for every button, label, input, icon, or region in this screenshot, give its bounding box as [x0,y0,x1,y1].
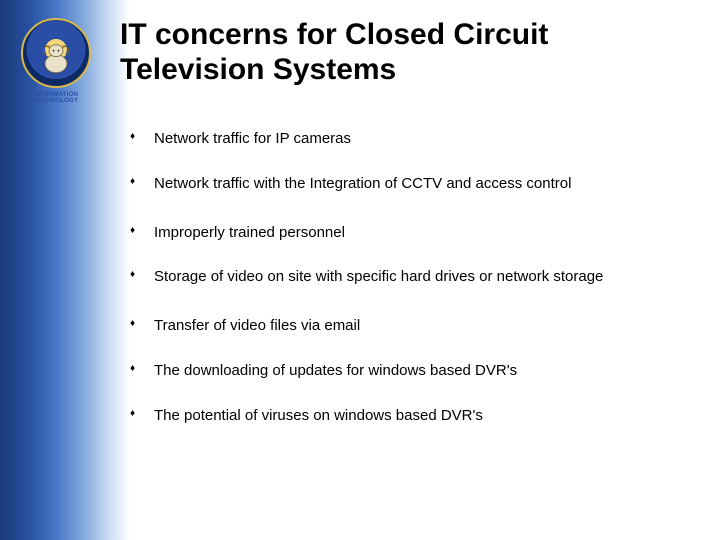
ram-icon [33,34,79,80]
list-item: Network traffic with the Integration of … [130,175,670,194]
list-item: Storage of video on site with specific h… [130,268,670,287]
list-item: Transfer of video files via email [130,317,670,336]
logo-seal [21,18,91,88]
logo-area: INFORMATION TECHNOLOGY [14,18,98,104]
list-item: The potential of viruses on windows base… [130,407,670,426]
slide-title: IT concerns for Closed Circuit Televisio… [120,18,690,87]
logo-caption: INFORMATION TECHNOLOGY [14,92,98,104]
list-item: Improperly trained personnel [130,224,670,243]
list-item: The downloading of updates for windows b… [130,362,670,381]
list-item: Network traffic for IP cameras [130,130,670,149]
bullet-list: Network traffic for IP cameras Network t… [130,130,670,451]
